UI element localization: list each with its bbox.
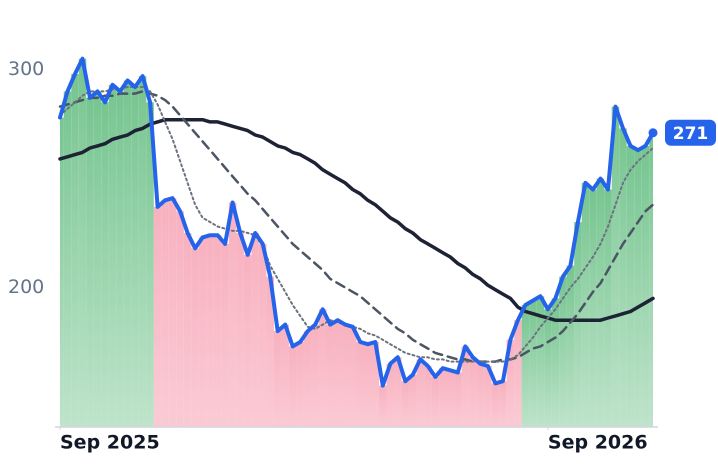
price-area [221, 243, 229, 427]
price-area [424, 365, 432, 427]
price-line [58, 56, 655, 388]
y-tick-label: 200 [8, 276, 44, 298]
price-area [401, 381, 410, 427]
x-tick-label: Sep 2025 [60, 432, 160, 454]
price-area [153, 206, 162, 427]
price-area [168, 198, 177, 427]
price-area [228, 202, 237, 427]
price-area [266, 276, 274, 427]
price-area [484, 365, 492, 427]
price-area [559, 276, 567, 427]
price-area [454, 372, 462, 427]
price-area [303, 331, 312, 427]
x-tick-label: Sep 2026 [548, 432, 648, 454]
price-area [281, 324, 289, 427]
price-area [581, 182, 590, 427]
price-area [634, 150, 642, 427]
price-area [641, 145, 650, 427]
price-area [213, 235, 222, 427]
price-area [409, 374, 417, 427]
price-area [71, 73, 79, 428]
price-area [589, 189, 597, 427]
price-area [446, 370, 455, 427]
price-area [371, 342, 380, 427]
price-area [273, 331, 282, 427]
price-area [236, 233, 244, 427]
price-area [131, 87, 139, 428]
price-area [439, 368, 447, 427]
price-area [311, 324, 319, 427]
price-area [326, 324, 334, 427]
price-area [544, 309, 552, 427]
price-area [469, 357, 477, 427]
price-area [318, 309, 327, 427]
price-area [251, 233, 259, 427]
price-area [416, 359, 425, 427]
price-area [161, 200, 169, 427]
price-area [63, 91, 72, 427]
price-area [206, 235, 214, 427]
price-area [146, 102, 154, 428]
price-area [108, 84, 117, 427]
price-area [551, 298, 560, 427]
price-area [619, 128, 627, 427]
price-area [491, 383, 500, 427]
price-area [356, 342, 365, 427]
price-area [386, 363, 395, 427]
price-area [341, 324, 349, 427]
price-area [529, 300, 537, 427]
price-area [296, 342, 304, 427]
price-area [626, 145, 635, 427]
price-area [123, 80, 132, 427]
price-area [379, 385, 387, 427]
last-price-dot [648, 128, 658, 138]
price-area [86, 97, 94, 427]
price-area [536, 296, 545, 427]
price-area [476, 363, 485, 427]
price-area [596, 178, 605, 427]
price-area [611, 106, 620, 428]
price-area [191, 248, 199, 427]
price-area [198, 237, 207, 427]
price-area [514, 320, 522, 427]
price-area [499, 381, 507, 427]
price-area [394, 357, 402, 427]
price-area [364, 344, 372, 427]
price-area [604, 189, 612, 427]
price-area [183, 233, 192, 427]
price-area [116, 91, 124, 427]
price-area [431, 376, 440, 427]
moving-average-line [58, 117, 655, 322]
price-area [348, 326, 357, 427]
price-area [93, 91, 102, 427]
price-area [521, 304, 530, 427]
price-area [138, 76, 147, 427]
price-area [101, 102, 109, 428]
price-area [649, 132, 653, 428]
price-area [566, 265, 575, 427]
price-area [461, 346, 470, 427]
price-area [243, 254, 252, 427]
price-area [574, 222, 582, 427]
moving-average-line [59, 86, 654, 363]
price-area [258, 243, 267, 427]
price-area [506, 339, 515, 427]
price-area [176, 211, 184, 427]
price-area [60, 117, 64, 428]
last-price-badge [665, 119, 716, 146]
price-area [78, 58, 87, 427]
price-area [288, 346, 297, 427]
moving-average-line [58, 90, 655, 363]
last-price-label: 271 [673, 124, 709, 144]
price-area [333, 320, 342, 427]
y-tick-label: 300 [8, 58, 44, 80]
